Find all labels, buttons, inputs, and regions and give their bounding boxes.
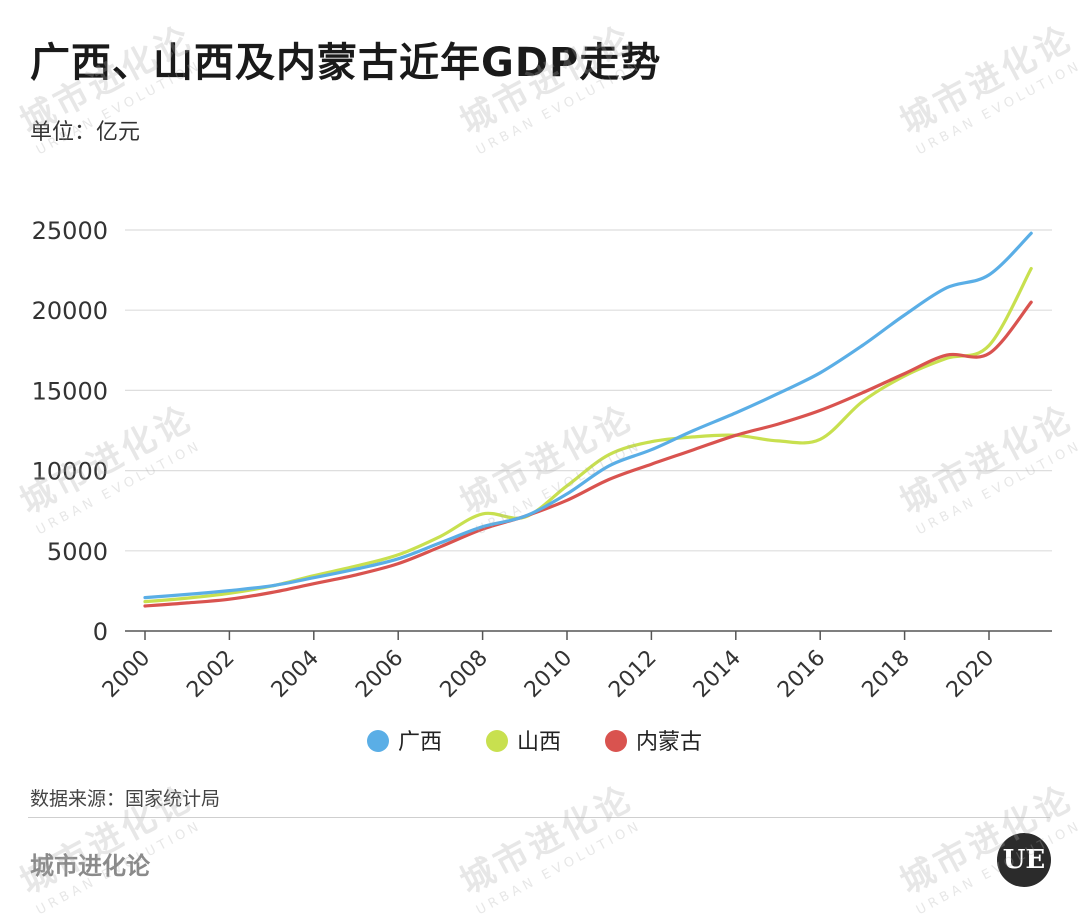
legend-marker — [486, 730, 508, 752]
x-tick-label: 2008 — [436, 646, 493, 703]
legend-label: 山西 — [517, 730, 561, 755]
x-tick-label: 2002 — [182, 646, 239, 703]
brand-logo: UE — [997, 833, 1051, 887]
series-line-neimenggu — [143, 300, 1033, 608]
x-tick-label: 2010 — [520, 646, 577, 703]
y-tick-label: 25000 — [32, 217, 108, 245]
x-tick-label: 2014 — [689, 646, 746, 703]
footer-divider — [28, 817, 1050, 818]
x-tick-label: 2016 — [773, 646, 830, 703]
legend-label: 广西 — [398, 730, 442, 755]
y-tick-label: 0 — [93, 618, 108, 646]
chart-title: 广西、山西及内蒙古近年GDP走势 — [30, 40, 662, 86]
legend-label: 内蒙古 — [636, 730, 702, 755]
x-tick-label: 2018 — [858, 646, 915, 703]
data-source: 数据来源：国家统计局 — [30, 788, 221, 810]
x-tick-label: 2020 — [942, 646, 999, 703]
x-tick-label: 2006 — [351, 646, 408, 703]
legend-marker — [367, 730, 389, 752]
legend-marker — [605, 730, 627, 752]
unit-label: 单位：亿元 — [30, 120, 141, 145]
x-tick-label: 2004 — [267, 646, 324, 703]
y-tick-label: 15000 — [32, 377, 108, 405]
y-tick-label: 5000 — [47, 538, 108, 566]
brand-name: 城市进化论 — [30, 852, 150, 880]
x-tick-label: 2012 — [604, 646, 661, 703]
y-tick-label: 20000 — [32, 297, 108, 325]
series-line-guangxi — [143, 231, 1033, 600]
x-tick-label: 2000 — [98, 646, 155, 703]
y-tick-label: 10000 — [32, 458, 108, 486]
